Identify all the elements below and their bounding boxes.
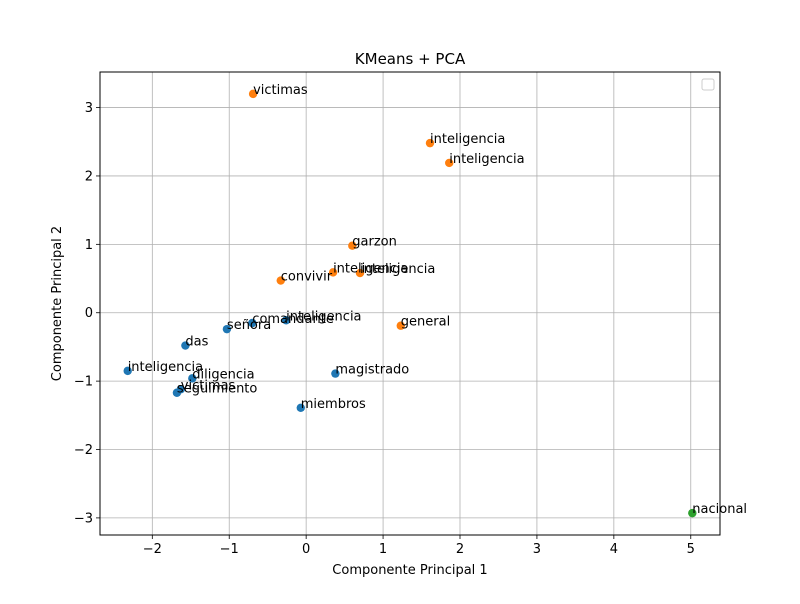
x-tick-label: 4 [610,542,618,557]
data-points [123,89,697,518]
scatter-point [396,321,405,330]
point-label: diligencia [192,367,254,382]
y-tick-label: −3 [74,511,93,526]
y-tick-label: −1 [74,375,93,390]
y-axis-label: Componente Principal 2 [50,226,65,381]
scatter-point [276,276,285,285]
y-tick-label: 0 [85,306,93,321]
scatter-point [172,388,182,397]
scatter-point [331,369,340,378]
x-tick-label: 0 [302,542,310,557]
x-tick-label: −2 [143,542,162,557]
scatter-point [688,508,697,518]
scatter-point [281,316,291,325]
scatter-point [248,318,257,328]
point-label: magistrado [335,363,409,378]
point-label: seguimiento [177,382,257,397]
scatter-point [222,324,232,334]
plot-frame [99,71,721,536]
point-label: das [185,335,208,350]
point-label: inteligencia [286,309,361,324]
point-label: señora [227,318,271,333]
y-tick-label: −2 [74,443,93,458]
y-tick-label: 3 [85,101,93,116]
point-label: miembros [301,397,366,412]
scatter-point [181,341,190,350]
scatter-point [445,158,454,168]
point-label: general [401,315,450,330]
chart-title: KMeans + PCA [355,50,466,68]
x-tick-label: 3 [533,542,541,557]
x-axis-label: Componente Principal 1 [332,563,487,578]
point-label: victimas [181,378,236,393]
scatter-point [328,268,338,277]
x-tick-label: 5 [687,542,695,557]
scatter-point [355,268,365,278]
point-label: inteligencia [333,261,408,276]
scatter-point [123,366,132,376]
axis-ticks: −2 −1 0 1 2 3 4 5 −3 −2 −1 0 1 2 3 [74,101,695,557]
x-tick-label: 1 [379,542,387,557]
point-label: inteligencia [360,262,435,277]
scatter-point [348,241,357,250]
point-label: inteligencia [449,152,524,167]
scatter-point [296,403,305,412]
point-label: comandante [252,312,334,327]
scatter-point [425,138,435,148]
point-label: victimas [253,83,308,98]
point-label: inteligencia [128,360,203,375]
point-label: inteligencia [430,132,505,147]
point-label: convivir [281,270,333,285]
x-tick-label: −1 [220,542,239,557]
y-tick-label: 1 [85,238,93,253]
point-label: garzon [352,235,397,250]
y-tick-label: 2 [85,169,93,184]
scatter-point [248,89,258,99]
legend-box [701,78,715,91]
x-tick-label: 2 [456,542,464,557]
grid [100,72,720,535]
scatter-point [188,374,197,383]
